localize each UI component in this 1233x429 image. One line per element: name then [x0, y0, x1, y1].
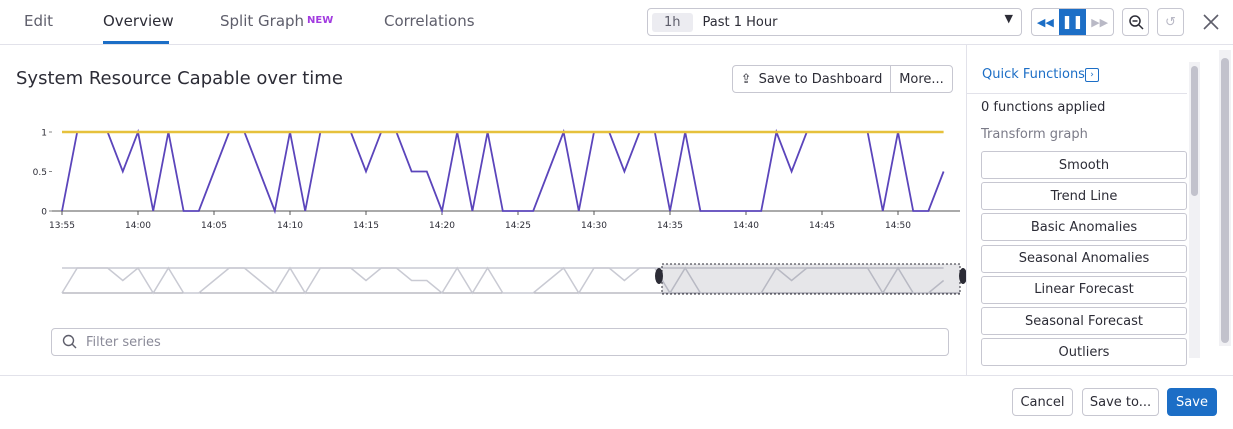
- navigator-line: [61, 266, 945, 295]
- x-tick-label: 14:50: [885, 221, 911, 231]
- x-tick-label: 14:20: [429, 221, 455, 231]
- save-dashboard[interactable]: ⇪ Save to Dashboard: [732, 65, 891, 93]
- forward[interactable]: ▶▶: [1091, 15, 1109, 29]
- navigator-handle: [959, 268, 966, 284]
- tab[interactable]: Split Graph: [220, 12, 305, 30]
- tab[interactable]: Edit: [24, 12, 54, 30]
- divider: [0, 44, 1233, 45]
- rewind[interactable]: ◀◀: [1036, 15, 1054, 29]
- scroll-thumb[interactable]: [1191, 66, 1198, 196]
- time-selector[interactable]: 1h Past 1 Hour ▼: [647, 8, 1022, 36]
- x-tick-label: 14:40: [733, 221, 759, 231]
- qf-title[interactable]: Quick Functions: [982, 67, 1085, 82]
- x-tick-label: 14:05: [201, 221, 227, 231]
- reset[interactable]: ↺: [1157, 8, 1184, 36]
- save[interactable]: Save: [1167, 388, 1217, 416]
- y-tick-label: 0: [41, 208, 47, 218]
- expand-icon[interactable]: ›: [1085, 68, 1099, 82]
- qf-status: 0 functions applied: [981, 100, 1106, 115]
- x-tick-label: 14:35: [657, 221, 683, 231]
- navigator-selection: [661, 263, 961, 295]
- cancel[interactable]: Cancel: [1012, 388, 1073, 416]
- chart: 0 0.5 1 13:55 14:00 14:05 14:10 14:15 14:20 14:25…: [33, 128, 966, 295]
- x-tick-label: 14:15: [353, 221, 379, 231]
- pause[interactable]: ❚❚: [1058, 9, 1087, 35]
- time-label: Past 1 Hour: [702, 14, 778, 30]
- placeholder: Filter series: [86, 334, 161, 350]
- tab-underline: [103, 41, 169, 44]
- quick-function[interactable]: Seasonal Anomalies: [981, 244, 1187, 273]
- more[interactable]: More...: [890, 65, 953, 93]
- quick-function[interactable]: Seasonal Forecast: [981, 307, 1187, 335]
- caret: ▼: [1004, 12, 1013, 25]
- time-short: 1h: [652, 12, 693, 32]
- x-tick-label: 14:25: [505, 221, 531, 231]
- badge: NEW: [307, 15, 334, 26]
- zoom-out[interactable]: [1122, 8, 1149, 36]
- x-tick-label: 14:30: [581, 221, 607, 231]
- divider: [967, 93, 1187, 94]
- scroll-thumb[interactable]: [1221, 58, 1229, 343]
- save-to[interactable]: Save to...: [1082, 388, 1159, 416]
- series-line: [61, 128, 945, 215]
- graph-title: System Resource Capable over time: [16, 68, 343, 89]
- quick-function[interactable]: Outliers: [981, 338, 1187, 367]
- quick-function[interactable]: Basic Anomalies: [981, 213, 1187, 242]
- close[interactable]: [1202, 13, 1220, 31]
- quick-function[interactable]: Trend Line: [981, 182, 1187, 211]
- tab[interactable]: Correlations: [384, 12, 475, 30]
- scroll-track: [1189, 62, 1200, 358]
- filter-input[interactable]: Filter series: [51, 328, 949, 356]
- tab[interactable]: Overview: [103, 12, 174, 30]
- scroll-track: [1219, 50, 1231, 346]
- upload-icon: ⇪: [740, 71, 752, 87]
- zoom-icon: [1128, 15, 1144, 30]
- playback-group: ◀◀ ❚❚ ▶▶: [1031, 8, 1114, 36]
- x-tick-label: 14:10: [277, 221, 303, 231]
- qf-section: Transform graph: [981, 127, 1088, 142]
- navigator-handle: [655, 268, 663, 284]
- search-icon: [62, 334, 77, 349]
- y-tick-label: 1: [41, 129, 47, 139]
- quick-function[interactable]: Linear Forecast: [981, 275, 1187, 304]
- x-tick-label: 14:00: [125, 221, 151, 231]
- button-label: Save to Dashboard: [758, 71, 883, 87]
- y-tick-label: 0.5: [33, 168, 47, 178]
- divider: [966, 45, 967, 375]
- x-tick-label: 14:45: [809, 221, 835, 231]
- x-tick-label: 13:55: [49, 221, 75, 231]
- quick-function[interactable]: Smooth: [981, 151, 1187, 179]
